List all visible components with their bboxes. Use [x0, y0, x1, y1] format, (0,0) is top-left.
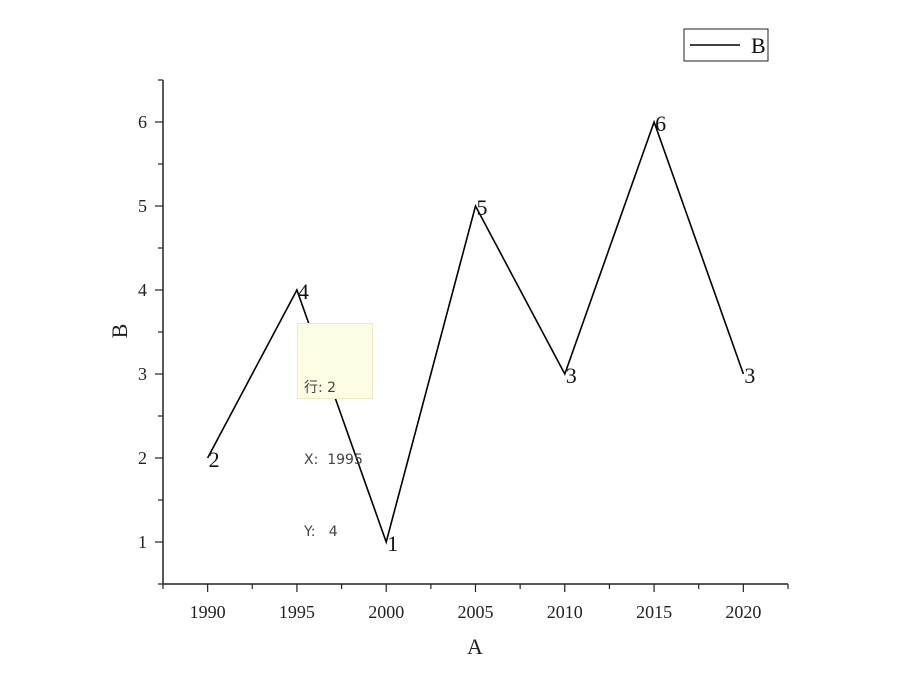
data-label: 2	[209, 447, 220, 472]
tooltip-x-value: 1995	[327, 452, 363, 468]
data-label: 6	[655, 111, 666, 136]
x-axis-title: A	[467, 634, 483, 659]
x-tick-label: 2010	[547, 602, 583, 622]
y-tick-label: 3	[138, 364, 147, 384]
y-tick-label: 2	[138, 448, 147, 468]
tooltip-y: Y: 4	[304, 520, 366, 544]
data-label: 5	[477, 195, 488, 220]
x-tick-label: 2015	[636, 602, 672, 622]
y-tick-label: 5	[138, 196, 147, 216]
x-tick-label: 1995	[279, 602, 315, 622]
x-tick-label: 1990	[190, 602, 226, 622]
data-label: 3	[744, 363, 755, 388]
data-label: 4	[298, 279, 309, 304]
tooltip-row-label: 行:	[304, 380, 323, 396]
y-tick-label: 4	[138, 280, 147, 300]
tooltip-x: X: 1995	[304, 448, 366, 472]
data-label: 1	[387, 531, 398, 556]
x-tick-label: 2000	[368, 602, 404, 622]
y-tick-label: 6	[138, 112, 147, 132]
x-tick-label: 2020	[725, 602, 761, 622]
data-labels: 2 4 1 5 3 6 3	[209, 111, 756, 556]
legend-label-b: B	[751, 33, 766, 58]
tooltip-x-label: X:	[304, 452, 319, 468]
axes: 1990 1995 2000 2005 2010 2015 2020 1 2 3 4 5 6	[138, 79, 789, 622]
y-tick-label: 1	[138, 532, 147, 552]
tooltip-y-value: 4	[328, 524, 338, 540]
y-axis-title: B	[107, 324, 132, 339]
tooltip-row-value: 2	[327, 380, 337, 396]
series-line-b	[206, 119, 745, 545]
tooltip-row: 行: 2	[304, 376, 366, 400]
x-tick-label: 2005	[458, 602, 494, 622]
data-label: 3	[566, 363, 577, 388]
series-group	[206, 119, 745, 545]
data-tooltip: 行: 2 X: 1995 Y: 4	[297, 323, 373, 540]
tooltip-y-label: Y:	[304, 524, 316, 540]
legend: B	[683, 28, 769, 62]
